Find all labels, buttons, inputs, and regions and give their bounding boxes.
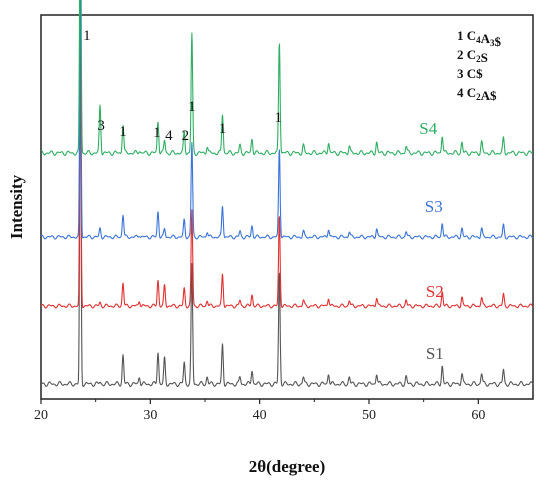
peak-label: 1 — [119, 124, 127, 140]
y-axis-title: Intensity — [7, 174, 26, 239]
series-line-s2 — [40, 14, 534, 309]
legend-item: 2 C2S — [457, 47, 488, 65]
x-tick-label: 40 — [253, 408, 267, 423]
series-group — [40, 0, 534, 388]
x-tick-label: 50 — [362, 408, 376, 423]
series-label-s4: S4 — [419, 119, 437, 138]
series-line-s3 — [40, 0, 534, 240]
legend-item: 1 C4A3$ — [457, 28, 502, 49]
x-tick-label: 20 — [34, 408, 48, 423]
plot-frame — [40, 14, 534, 400]
x-tick-label: 30 — [143, 408, 157, 423]
legend-item: 4 C2A$ — [457, 85, 497, 103]
series-label-s3: S3 — [425, 197, 443, 216]
x-tick-label: 60 — [471, 408, 485, 423]
peak-label: 3 — [97, 118, 105, 134]
peak-label: 1 — [83, 28, 91, 44]
series-line-s4 — [40, 0, 534, 157]
peak-label: 2 — [182, 128, 190, 144]
peak-label: 1 — [219, 121, 227, 137]
series-label-s1: S1 — [426, 344, 444, 363]
peak-label: 1 — [275, 110, 283, 126]
x-axis-title: 2θ(degree) — [249, 457, 326, 476]
series-labels: S1 S2 S3 S4 — [419, 119, 444, 363]
series-line-s1 — [40, 21, 534, 388]
peak-label: 1 — [188, 99, 196, 115]
series-label-s2: S2 — [426, 282, 444, 301]
peak-label: 1 — [153, 125, 161, 141]
legend-item: 3 C$ — [457, 66, 483, 81]
x-axis-ticks: 20 30 40 50 60 — [34, 399, 485, 423]
peak-label: 4 — [165, 128, 173, 144]
